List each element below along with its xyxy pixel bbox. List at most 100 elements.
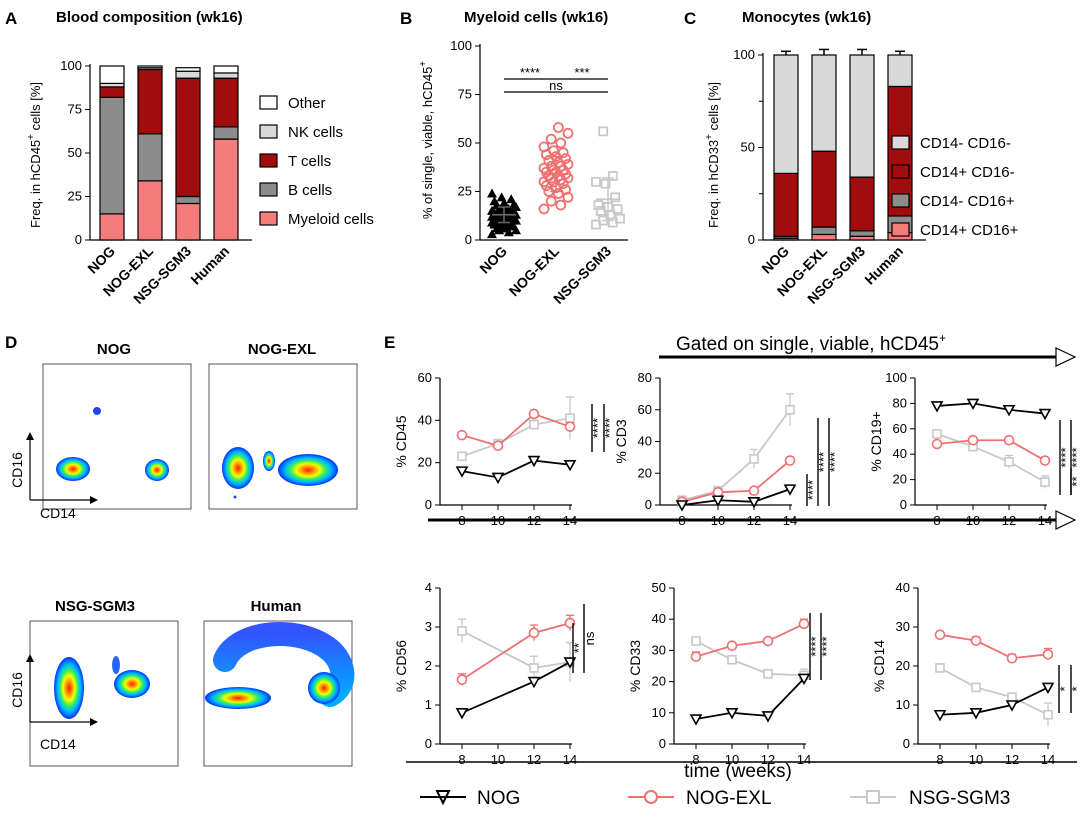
- y-tick-label: 0: [425, 736, 432, 751]
- series-line: [936, 433, 1046, 483]
- flow-title-nog: NOG: [97, 341, 131, 358]
- flow-title-nog-exl: NOG-EXL: [248, 341, 316, 358]
- series-line: [939, 667, 1049, 716]
- bar-segment: [175, 77, 201, 198]
- data-point: [529, 419, 539, 430]
- x-tick-label: 14: [1041, 752, 1055, 767]
- scatter-point: [598, 126, 609, 137]
- y-tick-label: 10: [896, 697, 910, 712]
- legend-label: Other: [288, 95, 326, 112]
- y-tick-label: 40: [418, 412, 432, 427]
- bar-segment: [137, 180, 163, 241]
- data-point: [797, 673, 811, 686]
- bar-segment: [213, 138, 239, 241]
- chart-title-a: Blood composition (wk16): [56, 9, 243, 26]
- y-tick-label: 3: [425, 619, 432, 634]
- scatter-point: [560, 153, 571, 164]
- data-point: [966, 398, 980, 411]
- data-point: [783, 484, 797, 496]
- legend-c: CD14- CD16- CD14+ CD16- CD14- CD16+ CD14+ C…: [891, 135, 1019, 239]
- data-point: [528, 627, 540, 639]
- significance-label: **: [1069, 476, 1084, 486]
- data-point: [747, 497, 761, 509]
- x-tick-label: 8: [678, 513, 685, 528]
- scatter-point: [610, 192, 621, 203]
- bar-segment: [99, 213, 125, 241]
- data-point: [1006, 652, 1018, 664]
- data-point: [727, 654, 737, 665]
- flow-x-axis-label: CD14: [40, 736, 76, 752]
- y-tick-label: 20: [638, 465, 652, 480]
- x-tick-label: 10: [491, 752, 505, 767]
- y-tick-label: 20: [652, 674, 666, 689]
- scatter-point: [487, 229, 497, 239]
- panel-label-d: D: [5, 333, 17, 352]
- legend-e: NOG NOG-EXL NSG-SGM3: [420, 788, 1010, 809]
- scatter-point: [499, 198, 509, 208]
- y-tick-label: 80: [638, 370, 652, 385]
- data-point: [1040, 477, 1050, 487]
- data-point: [456, 674, 468, 685]
- significance-label: ****: [827, 452, 842, 472]
- significance-label: ****: [816, 452, 831, 472]
- series-line: [936, 402, 1046, 415]
- y-axis-label-a: Freq. in hCD45+ cells [%]: [26, 82, 43, 228]
- scatter-point: [615, 213, 625, 224]
- bar-segment: [811, 226, 837, 236]
- data-point: [675, 500, 689, 512]
- legend-item-nsg-sgm3: NSG-SGM3: [850, 788, 1010, 809]
- x-tick-label: NOG: [758, 243, 792, 277]
- scatter-point: [487, 188, 497, 198]
- scatter-point: [612, 204, 623, 214]
- legend-label-nog-exl: NOG-EXL: [686, 788, 772, 809]
- y-axis-label-c: Freq. in hCD33+ cells [%]: [704, 82, 721, 228]
- series-line: [695, 623, 805, 658]
- scatter-point: [560, 184, 571, 195]
- scatter-point: [555, 199, 567, 211]
- legend-swatch: [891, 222, 910, 237]
- x-tick-label: 10: [711, 513, 725, 528]
- y-tick-label: 75: [68, 102, 82, 117]
- data-point: [457, 451, 467, 462]
- bar-segment: [811, 54, 837, 152]
- significance-label: ***: [574, 65, 589, 80]
- data-point: [935, 663, 945, 673]
- bar-segment: [99, 96, 125, 215]
- data-point: [527, 455, 541, 468]
- series-line: [939, 686, 1049, 716]
- flow-population: [56, 457, 90, 481]
- panel-b: B Myeloid cells (wk16) % of single, viab…: [400, 9, 628, 307]
- legend-label: NK cells: [288, 124, 343, 141]
- significance-label: ****: [602, 418, 617, 438]
- y-tick-label: 0: [900, 497, 907, 512]
- data-point: [761, 711, 775, 723]
- y-tick-label: 100: [733, 47, 755, 62]
- bar-segment: [849, 54, 875, 178]
- y-tick-label: 50: [68, 145, 82, 160]
- y-axis-label: % CD14: [871, 640, 887, 692]
- bar-segment: [175, 70, 201, 79]
- scatter-point: [506, 194, 517, 204]
- data-point: [529, 663, 539, 673]
- x-tick-label: 12: [761, 752, 775, 767]
- series-line: [695, 677, 805, 720]
- x-tick-label: 12: [1002, 513, 1016, 528]
- gating-arrow-head: [1055, 347, 1077, 367]
- legend-label: CD14+ CD16-: [920, 164, 1015, 181]
- data-point: [969, 708, 983, 720]
- data-point: [932, 429, 942, 439]
- legend-swatch: [259, 211, 278, 226]
- x-tick-label: 14: [563, 752, 577, 767]
- flow-population-arch: [213, 622, 355, 707]
- x-tick-label: 14: [783, 513, 797, 528]
- x-tick-label: Human: [861, 243, 906, 288]
- bar-segment: [887, 54, 913, 88]
- y-tick-label: 10: [652, 705, 666, 720]
- y-tick-label: 40: [893, 446, 907, 461]
- flow-title-human: Human: [251, 598, 302, 615]
- significance-label: ns: [582, 631, 597, 645]
- legend-swatch: [891, 193, 910, 208]
- data-point: [1003, 434, 1015, 446]
- scatter-point: [538, 203, 550, 215]
- y-tick-label: 40: [896, 580, 910, 595]
